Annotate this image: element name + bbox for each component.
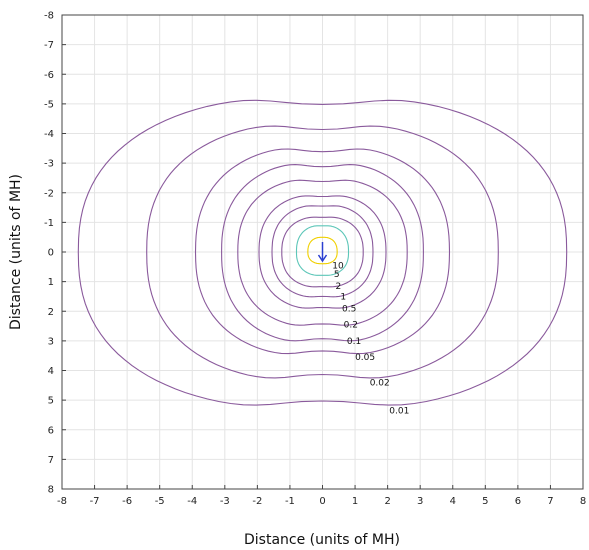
contour-line [307, 236, 338, 265]
y-tick-label: -5 [44, 99, 54, 110]
luminaire-marker [317, 242, 328, 263]
x-tick-label: -4 [187, 496, 197, 507]
y-tick-label: -7 [44, 40, 54, 51]
x-tick-label: 5 [482, 496, 488, 507]
y-tick-label: -3 [44, 159, 54, 170]
x-tick-label: -5 [155, 496, 165, 507]
contour-line [258, 195, 387, 309]
x-tick-label: 4 [450, 496, 456, 507]
contour-line [281, 216, 364, 288]
contour-label: 10 [332, 261, 344, 271]
contour-label: 0.5 [342, 304, 356, 314]
y-tick-label: -4 [44, 129, 54, 140]
x-tick-label: -8 [57, 496, 67, 507]
contour-label: 0.05 [355, 353, 375, 363]
x-tick-label: 6 [515, 496, 521, 507]
x-tick-label: 7 [547, 496, 553, 507]
plot-frame [61, 14, 584, 490]
x-tick-label: -3 [220, 496, 230, 507]
contour-line [77, 99, 568, 406]
x-tick-label: 3 [417, 496, 423, 507]
contour-label: 5 [334, 270, 340, 280]
x-tick-label: 0 [319, 496, 325, 507]
tick-layer: -8 -7 -6 -5 -4 -3 -2 -1 0 1 2 3 4 5 6 7 8-8-7-6-5-4-3-2-… [44, 11, 586, 508]
contour-layer [77, 99, 568, 406]
y-tick-label: 5 [48, 396, 54, 407]
contour-line [146, 125, 499, 379]
x-tick-label: -7 [90, 496, 100, 507]
x-tick-label: -6 [122, 496, 132, 507]
y-tick-label: 3 [48, 336, 54, 347]
x-tick-label: 1 [352, 496, 358, 507]
arrow-head [317, 254, 328, 263]
y-tick-label: -6 [44, 70, 54, 81]
y-tick-label: 6 [48, 425, 54, 436]
contour-label: 0.1 [347, 337, 361, 347]
y-tick-label: 1 [48, 277, 54, 288]
contour-line [295, 225, 350, 276]
y-tick-label: 2 [48, 307, 54, 318]
x-axis-label: Distance (units of MH) [244, 532, 400, 548]
contour-label-layer: 105 21 0.5 0.2 0.1 0.05 0.02 0.01 [332, 261, 409, 416]
x-tick-label: 8 [580, 496, 586, 507]
y-tick-label: 8 [48, 485, 54, 496]
y-tick-label: 7 [48, 455, 54, 466]
y-tick-label: -2 [44, 188, 54, 199]
contour-line [237, 179, 408, 326]
x-tick-label: -1 [285, 496, 295, 507]
contour-line [271, 205, 374, 298]
contour-label: 1 [340, 292, 346, 302]
x-tick-label: -2 [252, 496, 262, 507]
contour-line [221, 164, 424, 342]
y-tick-label: 4 [48, 366, 54, 377]
contour-label: 0.01 [389, 406, 409, 416]
x-tick-label: 2 [384, 496, 390, 507]
contour-label: 0.2 [344, 321, 358, 331]
contour-label: 0.02 [370, 378, 390, 388]
y-tick-label: 0 [48, 248, 54, 259]
contour-line [194, 148, 451, 355]
contour-label: 2 [336, 282, 342, 292]
y-tick-label: -1 [44, 218, 54, 229]
y-tick-label: -8 [44, 11, 54, 22]
y-axis-label: Distance (units of MH) [8, 174, 24, 330]
